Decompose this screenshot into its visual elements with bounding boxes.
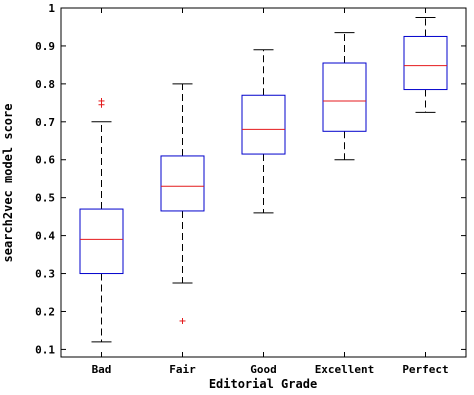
y-tick-label: 0.1 [35,343,55,356]
y-tick-label: 0.2 [35,305,55,318]
box-group-excellent [322,32,367,161]
y-tick-label: 0.4 [35,230,55,243]
x-tick-label: Good [250,363,277,376]
x-tick-label: Bad [92,363,112,376]
iqr-box [403,35,448,91]
box-group-bad [79,97,124,343]
y-tick-label: 0.3 [35,268,55,281]
x-tick-label: Fair [169,363,196,376]
x-axis-label: Editorial Grade [209,377,317,391]
y-tick-label: 0.9 [35,40,55,53]
x-tick-label: Perfect [402,363,448,376]
x-tick-label: Excellent [315,363,375,376]
iqr-box [241,94,286,155]
y-tick-label: 0.5 [35,192,55,205]
iqr-box [79,208,124,275]
box-group-fair [160,83,205,324]
box-group-perfect [403,16,448,113]
y-tick-label: 0.7 [35,116,55,129]
iqr-box [322,62,367,132]
y-tick-label: 0.8 [35,78,55,91]
iqr-box [160,155,205,212]
box-group-good [241,49,286,214]
axis-ticks: 0.1 0.2 0.3 0.4 0.5 0.6 0.7 0.8 0.9 1 Bad Fair Good E… [35,2,466,376]
y-tick-label: 1 [48,2,55,15]
boxes-layer [79,16,448,343]
y-axis-label: search2vec model score [1,104,15,263]
y-tick-label: 0.6 [35,154,55,167]
